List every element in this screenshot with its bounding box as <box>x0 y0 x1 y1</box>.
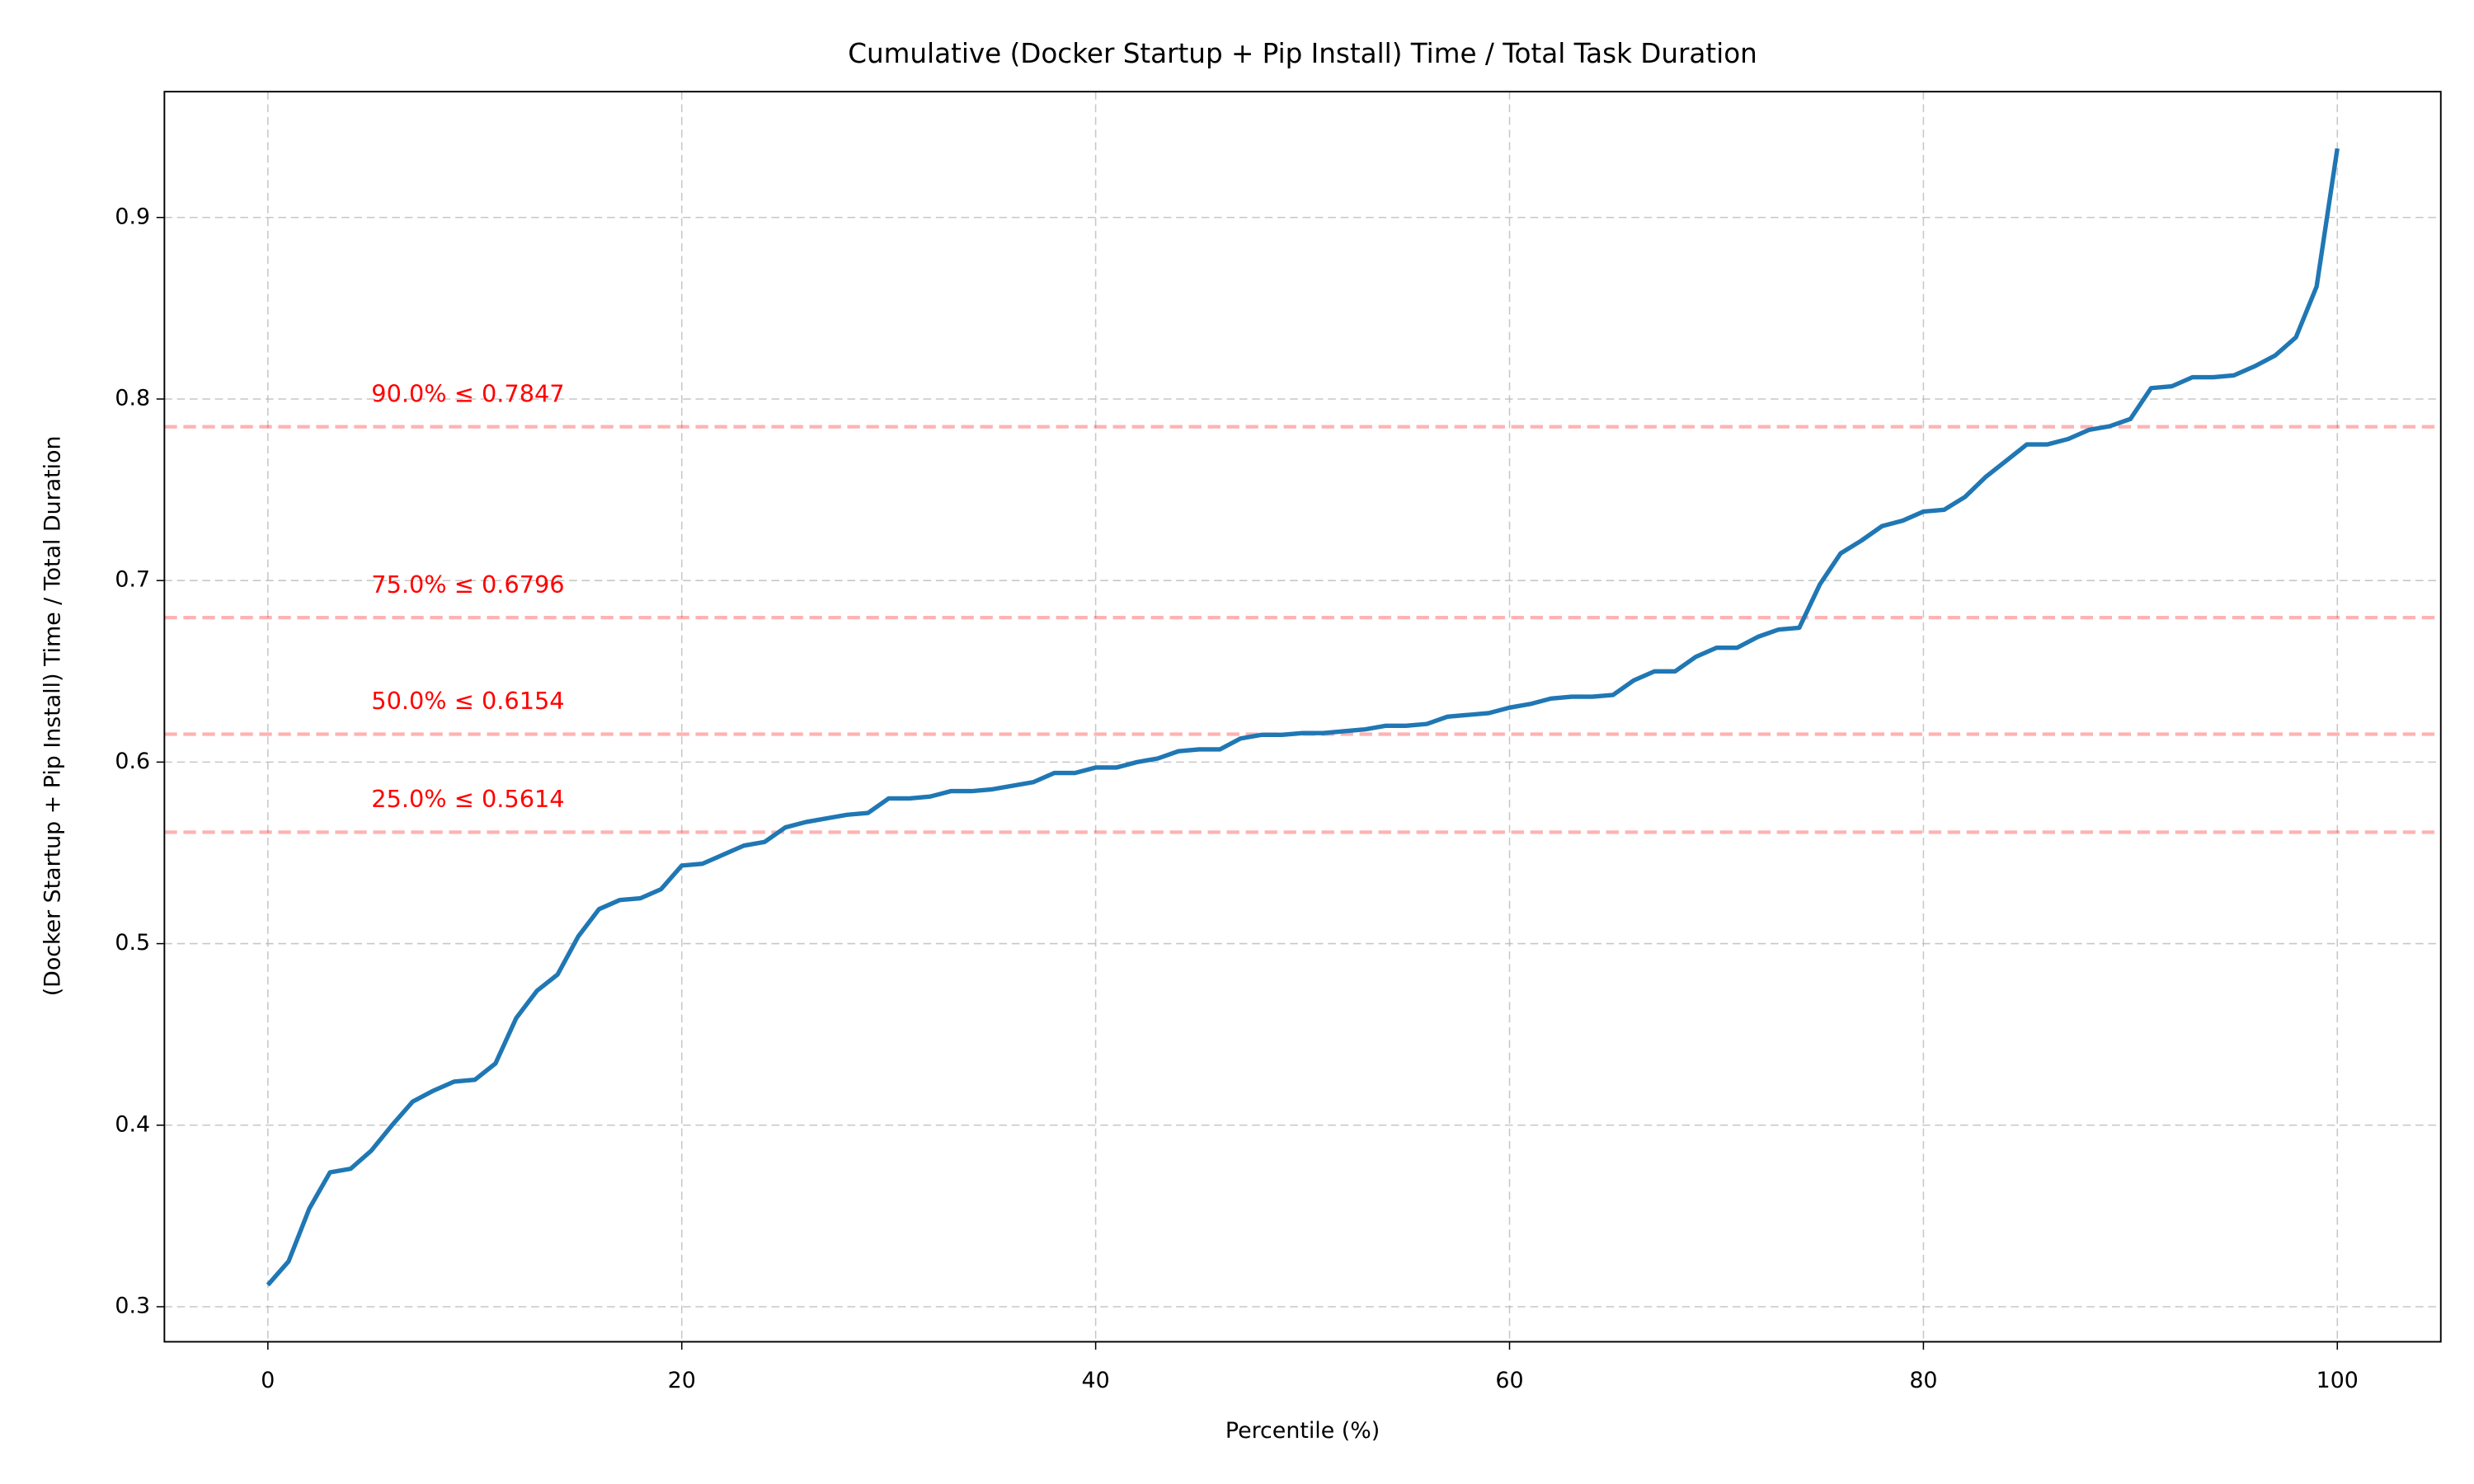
x-tick-label: 60 <box>1495 1368 1523 1393</box>
reference-label: 90.0% ≤ 0.7847 <box>371 379 564 407</box>
reference-label: 75.0% ≤ 0.6796 <box>371 571 564 599</box>
x-tick-label: 100 <box>2316 1368 2359 1393</box>
chart-title: Cumulative (Docker Startup + Pip Install… <box>848 38 1757 69</box>
y-tick-label: 0.7 <box>115 567 150 593</box>
reference-label: 50.0% ≤ 0.6154 <box>371 687 564 715</box>
x-tick-label: 80 <box>1909 1368 1937 1393</box>
y-tick-label: 0.3 <box>115 1293 150 1318</box>
y-axis-label: (Docker Startup + Pip Install) Time / To… <box>40 435 66 996</box>
y-tick-label: 0.8 <box>115 385 150 411</box>
y-tick-label: 0.6 <box>115 749 150 774</box>
data-line <box>266 148 2340 1287</box>
x-tick-label: 40 <box>1082 1368 1110 1393</box>
reference-label: 25.0% ≤ 0.5614 <box>371 785 564 813</box>
y-tick-label: 0.4 <box>115 1111 150 1137</box>
x-tick-label: 0 <box>261 1368 275 1393</box>
x-axis-label: Percentile (%) <box>1225 1418 1380 1444</box>
plot-frame <box>163 91 2442 1343</box>
y-tick-label: 0.9 <box>115 204 150 229</box>
y-tick-label: 0.5 <box>115 930 150 956</box>
x-tick-label: 20 <box>668 1368 696 1393</box>
